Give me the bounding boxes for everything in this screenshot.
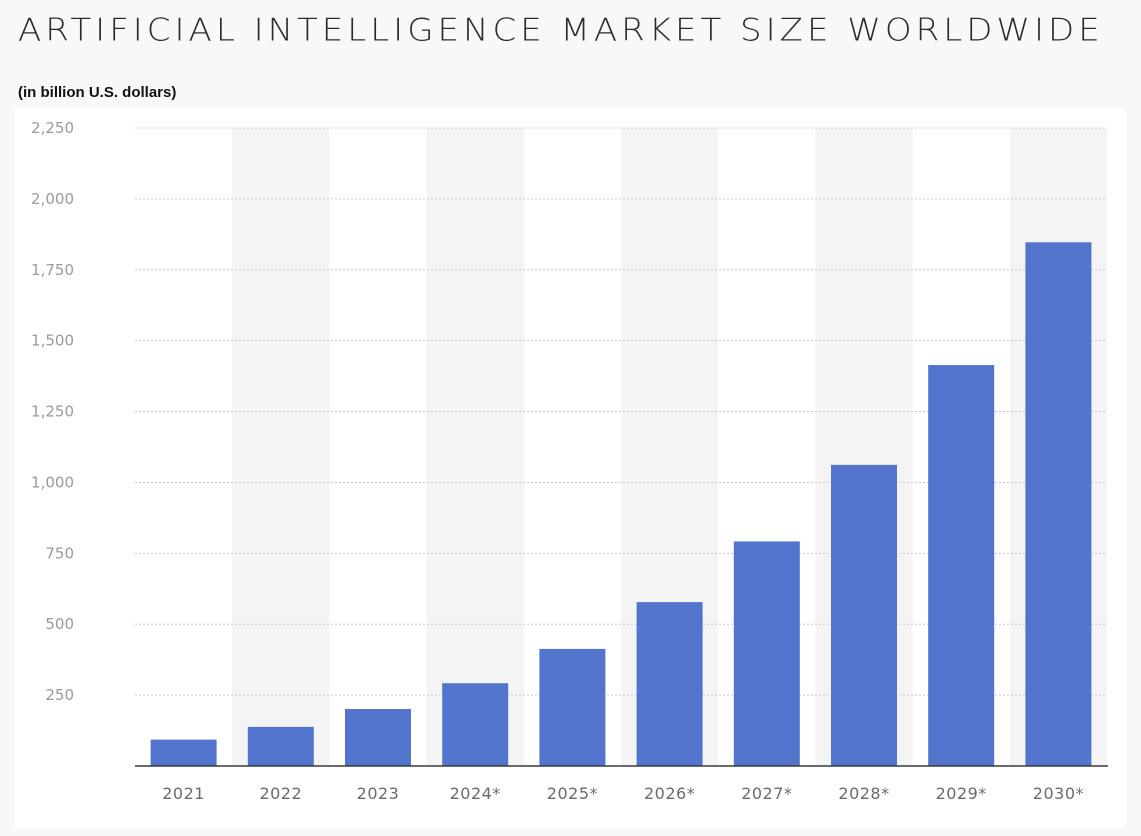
bar-2022 (247, 726, 314, 766)
chart-title: ARTIFICIAL INTELLIGENCE MARKET SIZE WORL… (18, 12, 1104, 49)
chart-panel: 250 500 750 1,000 1,250 1,500 1,750 2,000 2,250 … (14, 108, 1126, 828)
y-tick-label: 1,250 (31, 403, 74, 421)
bar-2029 (928, 365, 995, 766)
x-tick-label: 2027* (741, 784, 792, 803)
bar-2028 (831, 464, 897, 766)
bar-2025 (539, 648, 606, 766)
bar-2021 (150, 739, 217, 766)
x-axis-tick-labels: 2021 2022 2023 2024* 2025* 2026* 2027* 2028* 202… (162, 784, 1084, 803)
bar-chart: 2505007501,0001,2501,5001,7502,0002,250 … (31, 119, 1108, 803)
y-tick-label: 2,250 (31, 119, 74, 137)
bars (150, 242, 1092, 766)
x-tick-label: 2025* (547, 784, 598, 803)
y-tick-label: 2,000 (31, 190, 74, 208)
y-tick-label: 750 (45, 544, 74, 562)
x-tick-label: 2026* (644, 784, 695, 803)
bar-2027 (733, 541, 800, 766)
column-stripe (426, 128, 524, 766)
x-tick-label: 2021 (162, 784, 205, 803)
column-stripe (232, 128, 330, 766)
x-tick-label: 2022 (259, 784, 302, 803)
x-tick-label: 2023 (357, 784, 400, 803)
x-tick-label: 2028* (838, 784, 889, 803)
bar-2024 (442, 683, 509, 766)
bar-2026 (636, 602, 703, 766)
bar-2030 (1025, 242, 1092, 766)
y-tick-label: 500 (45, 615, 74, 633)
chart-subtitle: (in billion U.S. dollars) (18, 84, 177, 101)
y-tick-label: 250 (45, 686, 74, 704)
x-tick-label: 2024* (450, 784, 501, 803)
y-tick-label: 1,500 (31, 332, 74, 350)
x-tick-label: 2030* (1033, 784, 1084, 803)
gridlines (135, 127, 1107, 696)
y-axis-tick-labels: 250 500 750 1,000 1,250 1,500 1,750 2,000 2,250 (31, 119, 74, 704)
bar-2023 (345, 709, 411, 766)
y-tick-label: 1,000 (31, 473, 74, 491)
x-tick-label: 2029* (936, 784, 987, 803)
y-tick-label: 1,750 (31, 261, 74, 279)
